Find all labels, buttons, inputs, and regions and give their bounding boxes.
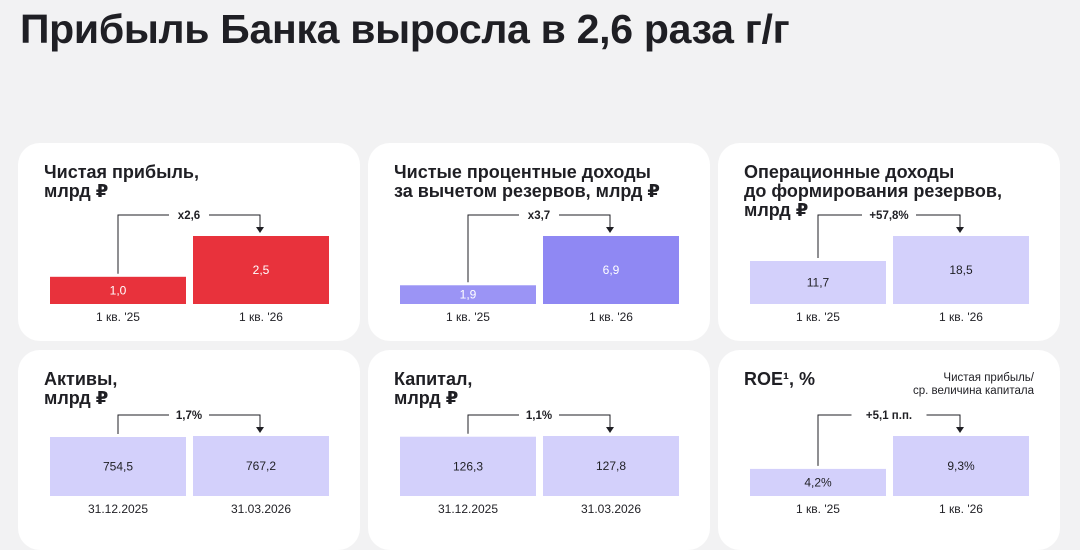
category-label: 31.12.2025 bbox=[438, 502, 498, 516]
bar bbox=[400, 285, 536, 304]
category-label: 31.03.2026 bbox=[581, 502, 641, 516]
bar bbox=[893, 236, 1029, 304]
bar bbox=[50, 276, 186, 304]
bar bbox=[400, 436, 536, 496]
category-label: 1 кв. '26 bbox=[939, 502, 983, 516]
operating-income-card: Операционные доходы до формирования резе… bbox=[718, 143, 1060, 341]
card-title: Активы, млрд ₽ bbox=[44, 369, 118, 408]
bar bbox=[750, 468, 886, 496]
category-label: 1 кв. '25 bbox=[796, 502, 840, 516]
capital-card: Капитал, млрд ₽ 126,3 31.12.2025 127,8 31.0… bbox=[368, 350, 710, 550]
category-label: 1 кв. '26 bbox=[589, 310, 633, 324]
category-label: 1 кв. '26 bbox=[939, 310, 983, 324]
assets-chart: 754,5 31.12.2025 767,2 31.03.2026 1,7% bbox=[50, 410, 329, 516]
net-interest-income-card: Чистые процентные доходы за вычетом резе… bbox=[368, 143, 710, 341]
change-bracket bbox=[467, 414, 611, 434]
card-title: Чистая прибыль, млрд ₽ bbox=[44, 162, 199, 201]
bar-value-label: 127,8 bbox=[596, 459, 626, 473]
arrow-down-icon bbox=[956, 227, 964, 233]
operating-income-chart: 11,7 1 кв. '25 18,5 1 кв. '26 +57,8% bbox=[750, 210, 1029, 324]
net-interest-income-chart: 1,9 1 кв. '25 6,9 1 кв. '26 x3,7 bbox=[400, 210, 679, 324]
bar-value-label: 1,9 bbox=[460, 288, 477, 302]
arrow-down-icon bbox=[256, 427, 264, 433]
bar-value-label: 767,2 bbox=[246, 459, 276, 473]
roe-card: ROE¹, % Чистая прибыль/ ср. величина кап… bbox=[718, 350, 1060, 550]
arrow-down-icon bbox=[256, 227, 264, 233]
change-label: +57,8% bbox=[869, 210, 908, 222]
bar bbox=[543, 436, 679, 496]
card-title: Операционные доходы до формирования резе… bbox=[744, 162, 1002, 220]
arrow-down-icon bbox=[606, 427, 614, 433]
change-label: 1,7% bbox=[176, 410, 202, 422]
bar bbox=[750, 260, 886, 304]
category-label: 1 кв. '25 bbox=[446, 310, 490, 324]
bar bbox=[50, 436, 186, 496]
change-bracket bbox=[117, 214, 261, 274]
bar-value-label: 126,3 bbox=[453, 459, 483, 473]
change-bracket bbox=[467, 214, 611, 283]
bar-value-label: 11,7 bbox=[807, 275, 830, 289]
change-label: x3,7 bbox=[528, 210, 550, 222]
roe-chart: 4,2% 1 кв. '25 9,3% 1 кв. '26 +5,1 п.п. bbox=[750, 410, 1029, 516]
card-title: Чистые процентные доходы за вычетом резе… bbox=[394, 162, 660, 201]
bar-value-label: 9,3% bbox=[947, 459, 975, 473]
category-label: 31.12.2025 bbox=[88, 502, 148, 516]
category-label: 1 кв. '26 bbox=[239, 310, 283, 324]
net-profit-chart: 1,0 1 кв. '25 2,5 1 кв. '26 x2,6 bbox=[50, 210, 329, 324]
bar-value-label: 6,9 bbox=[603, 263, 620, 277]
assets-card: Активы, млрд ₽ 754,5 31.12.2025 767,2 31.03… bbox=[18, 350, 360, 550]
roe-note: Чистая прибыль/ ср. величина капитала bbox=[913, 372, 1034, 397]
page-title: Прибыль Банка выросла в 2,6 раза г/г bbox=[20, 6, 790, 52]
bar bbox=[193, 436, 329, 496]
bar-value-label: 1,0 bbox=[110, 283, 127, 297]
arrow-down-icon bbox=[956, 427, 964, 433]
change-bracket bbox=[817, 414, 961, 466]
change-bracket bbox=[817, 214, 961, 258]
bar bbox=[543, 236, 679, 304]
change-label: x2,6 bbox=[178, 210, 200, 222]
bar-value-label: 18,5 bbox=[949, 263, 973, 277]
bar bbox=[193, 236, 329, 304]
change-label: 1,1% bbox=[526, 410, 552, 422]
capital-chart: 126,3 31.12.2025 127,8 31.03.2026 1,1% bbox=[400, 410, 679, 516]
category-label: 31.03.2026 bbox=[231, 502, 291, 516]
arrow-down-icon bbox=[606, 227, 614, 233]
bar-value-label: 4,2% bbox=[804, 475, 832, 489]
change-bracket bbox=[117, 414, 261, 434]
change-label: +5,1 п.п. bbox=[866, 410, 912, 422]
bar-value-label: 2,5 bbox=[253, 263, 270, 277]
card-title: ROE¹, % bbox=[744, 369, 816, 389]
category-label: 1 кв. '25 bbox=[796, 310, 840, 324]
bar-value-label: 754,5 bbox=[103, 459, 133, 473]
card-title: Капитал, млрд ₽ bbox=[394, 369, 473, 408]
bar bbox=[893, 436, 1029, 496]
net-profit-card: Чистая прибыль, млрд ₽ 1,0 1 кв. '25 2,5 1 … bbox=[18, 143, 360, 341]
category-label: 1 кв. '25 bbox=[96, 310, 140, 324]
